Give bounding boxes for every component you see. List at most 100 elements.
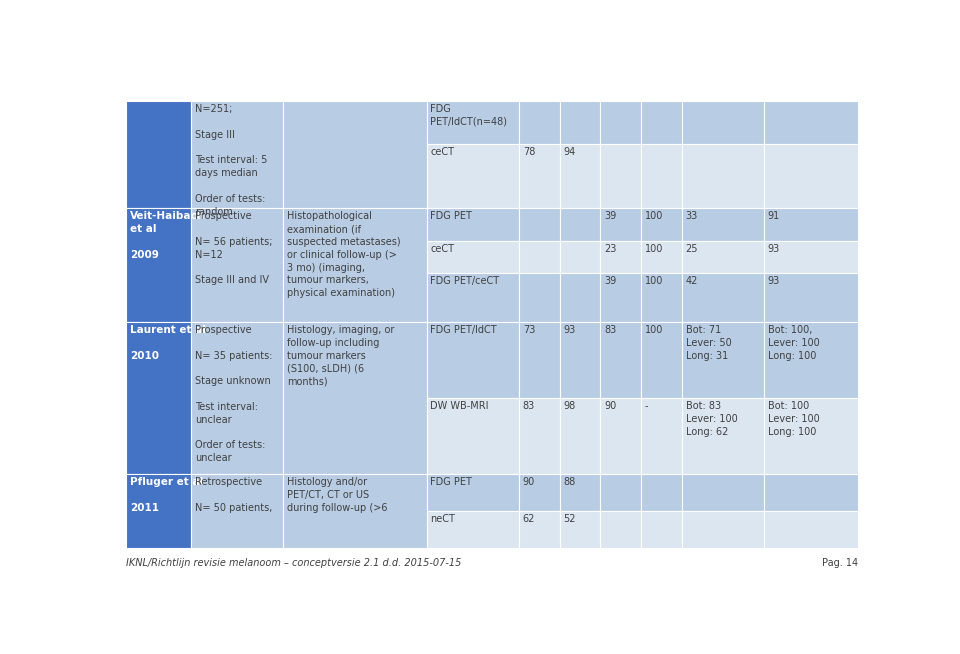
Text: Pfluger et al

2011: Pfluger et al 2011 (130, 477, 203, 513)
Bar (764, 474, 858, 511)
Bar (600, 511, 641, 548)
Bar (560, 241, 600, 273)
Text: FDG PET/ldCT: FDG PET/ldCT (430, 325, 497, 336)
Bar (560, 101, 600, 144)
Bar (426, 511, 519, 548)
Bar (682, 398, 764, 474)
Bar (519, 101, 560, 144)
Bar (641, 209, 682, 241)
Bar (519, 398, 560, 474)
Bar (519, 144, 560, 209)
Text: Retrospective

N= 50 patients,: Retrospective N= 50 patients, (195, 477, 272, 513)
Text: Veit-Haibach
et al

2009: Veit-Haibach et al 2009 (130, 211, 204, 260)
Bar (426, 273, 519, 322)
Text: 62: 62 (523, 514, 535, 524)
Bar (126, 209, 191, 322)
Text: 94: 94 (564, 147, 576, 157)
Bar (283, 322, 426, 474)
Bar (641, 241, 682, 273)
Text: 91: 91 (768, 211, 780, 221)
Text: 78: 78 (523, 147, 535, 157)
Bar (764, 511, 858, 548)
Bar (764, 144, 858, 209)
Bar (519, 209, 560, 241)
Bar (600, 209, 641, 241)
Text: 88: 88 (564, 477, 576, 487)
Bar (764, 101, 858, 144)
Bar (519, 511, 560, 548)
Text: 23: 23 (604, 244, 616, 254)
Text: 98: 98 (564, 401, 576, 411)
Bar (426, 474, 519, 511)
Bar (426, 322, 519, 398)
Text: Bot: 100,
Lever: 100
Long: 100: Bot: 100, Lever: 100 Long: 100 (768, 325, 820, 361)
Bar (426, 209, 519, 241)
Bar (764, 398, 858, 474)
Bar (682, 241, 764, 273)
Bar (682, 209, 764, 241)
Text: Histology and/or
PET/CT, CT or US
during follow-up (>6: Histology and/or PET/CT, CT or US during… (287, 477, 388, 513)
Bar (600, 101, 641, 144)
Bar (560, 474, 600, 511)
Text: 42: 42 (685, 276, 698, 286)
Bar (126, 474, 191, 548)
Text: FDG
PET/ldCT(n=48): FDG PET/ldCT(n=48) (430, 104, 507, 127)
Bar (283, 474, 426, 548)
Bar (426, 144, 519, 209)
Text: 100: 100 (645, 244, 663, 254)
Bar (283, 209, 426, 322)
Text: Prospective

N= 35 patients:

Stage unknown

Test interval:
unclear

Order of te: Prospective N= 35 patients: Stage unknow… (195, 325, 273, 463)
Bar (560, 511, 600, 548)
Text: Laurent et al

2010: Laurent et al 2010 (130, 325, 205, 361)
Bar (682, 273, 764, 322)
Bar (641, 474, 682, 511)
Bar (764, 209, 858, 241)
Text: 39: 39 (604, 276, 616, 286)
Bar (426, 241, 519, 273)
Text: FDG PET/ceCT: FDG PET/ceCT (430, 276, 499, 286)
Text: 39: 39 (604, 211, 616, 221)
Text: FDG PET: FDG PET (430, 477, 472, 487)
Bar (560, 144, 600, 209)
Bar (519, 241, 560, 273)
Bar (600, 398, 641, 474)
Bar (682, 101, 764, 144)
Bar (682, 511, 764, 548)
Bar (560, 398, 600, 474)
Bar (641, 273, 682, 322)
Bar (519, 474, 560, 511)
Text: Histology, imaging, or
follow-up including
tumour markers
(S100, sLDH) (6
months: Histology, imaging, or follow-up includi… (287, 325, 395, 387)
Text: ceCT: ceCT (430, 244, 454, 254)
Text: N=251;

Stage III

Test interval: 5
days median

Order of tests:
random: N=251; Stage III Test interval: 5 days m… (195, 104, 267, 216)
Text: 100: 100 (645, 211, 663, 221)
Bar (600, 273, 641, 322)
Bar (600, 322, 641, 398)
Bar (519, 322, 560, 398)
Text: 90: 90 (604, 401, 616, 411)
Bar (560, 273, 600, 322)
Text: 33: 33 (685, 211, 698, 221)
Text: FDG PET: FDG PET (430, 211, 472, 221)
Bar (600, 144, 641, 209)
Text: -: - (645, 401, 648, 411)
Text: 73: 73 (523, 325, 535, 336)
Text: ceCT: ceCT (430, 147, 454, 157)
Text: Histopathological
examination (if
suspected metastases)
or clinical follow-up (>: Histopathological examination (if suspec… (287, 211, 400, 298)
Text: neCT: neCT (430, 514, 455, 524)
Bar (560, 322, 600, 398)
Text: 100: 100 (645, 276, 663, 286)
Bar (764, 322, 858, 398)
Bar (191, 209, 283, 322)
Text: Bot: 100
Lever: 100
Long: 100: Bot: 100 Lever: 100 Long: 100 (768, 401, 820, 437)
Bar (600, 241, 641, 273)
Bar (682, 322, 764, 398)
Bar (283, 101, 426, 209)
Bar (560, 209, 600, 241)
Bar (426, 398, 519, 474)
Text: IKNL/Richtlijn revisie melanoom – conceptversie 2.1 d.d. 2015-07-15: IKNL/Richtlijn revisie melanoom – concep… (126, 558, 462, 568)
Text: Bot: 83
Lever: 100
Long: 62: Bot: 83 Lever: 100 Long: 62 (685, 401, 737, 437)
Text: 83: 83 (523, 401, 535, 411)
Bar (682, 474, 764, 511)
Bar (682, 144, 764, 209)
Bar (519, 273, 560, 322)
